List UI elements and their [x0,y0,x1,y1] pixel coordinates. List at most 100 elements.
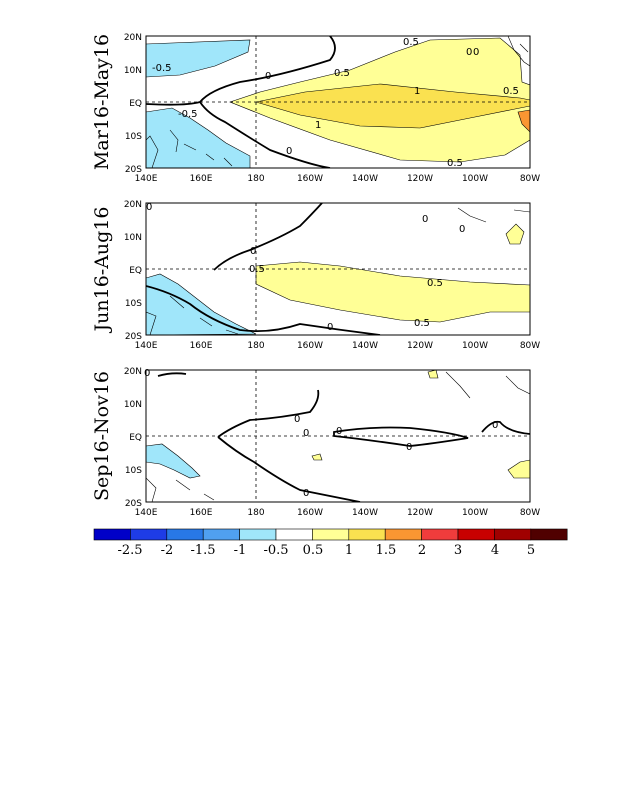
p1-xtick-4: 140W [352,174,378,184]
panel-1-neg-south [146,107,251,168]
colorbar-swatch-2 [166,528,204,541]
p2-label-0: 0 [250,246,256,257]
p3-label-3: 0 [406,442,412,453]
p1-label-5: 0.5 [403,37,419,48]
p1-ytick-2: EQ [129,99,142,109]
panel-1-contour-labels: -0.5 -0.5 0 0 0.5 0.5 0.5 1 1 0 0 0.5 [152,37,519,169]
colorbar-swatch-10 [457,528,495,541]
p1-ytick-1: 10N [124,66,142,76]
panel-2-zero-north [213,203,323,271]
panel-3-zero-ne [481,420,530,435]
p3-xtick-5: 120W [407,508,433,518]
panel-3: 0 0 0 0 0 0 0 Sep16-Nov16 20N 10N EQ 10S… [91,367,540,518]
panel-1-title: Mar16-May16 [91,34,113,170]
panel-3-zero-contour [217,389,320,438]
panel-3-fills [146,370,530,502]
cb-label-7: 1.5 [376,543,397,558]
p2-xtick-4: 140W [352,341,378,351]
p2-xtick-1: 160E [190,341,213,351]
p2-ytick-1: 10N [124,233,142,243]
p2-ytick-3: 10S [125,299,142,309]
p1-label-0: -0.5 [152,63,172,74]
p1-label-3: 0 [286,146,292,157]
p3-xtick-2: 180 [247,508,264,518]
panel-1-zero-contour [146,36,336,106]
p1-xtick-0: 140E [135,174,158,184]
p1-ytick-0: 20N [124,33,142,43]
p2-label-3: 0.5 [249,264,265,275]
p1-label-9: 0 [466,47,472,58]
panel-1-pos-15 [517,109,530,133]
p1-xtick-3: 160W [297,174,323,184]
p1-label-6: 0.5 [447,158,463,169]
panel-2-fills [146,203,530,335]
p2-label-6: 0 [459,224,465,235]
colorbar-swatch-3 [202,528,240,541]
cb-label-1: -2 [161,543,174,558]
panel-3-contour-labels: 0 0 0 0 0 0 0 [144,368,498,499]
p2-xtick-2: 180 [247,341,264,351]
p1-xtick-5: 120W [407,174,433,184]
panel-1-land [146,129,233,168]
panel-2-pos-east [505,223,525,245]
panel-2-pos-05 [255,261,530,323]
panel-1-land-america [507,36,530,67]
p2-label-2: 0 [422,214,428,225]
panel-3-pos-east [507,459,530,479]
cb-label-0: -2.5 [117,543,142,558]
panel-1-fills [146,36,530,168]
p1-label-11: 0.5 [503,86,519,97]
cb-label-3: -1 [234,543,247,558]
colorbar-swatch-12 [530,528,568,541]
panel-2-contour-labels: 0 0 0 0.5 0.5 0.5 0 0 [146,202,465,333]
panel-2-neg-south [146,273,257,335]
colorbar-swatch-5 [275,528,313,541]
p2-label-7: 0 [146,202,152,213]
panel-1-yticks: 20N 10N EQ 10S 20S [124,33,142,175]
p2-xtick-5: 120W [407,341,433,351]
colorbar-labels: -2.5 -2 -1.5 -1 -0.5 0.5 1 1.5 2 3 4 5 [117,543,535,558]
p3-xtick-0: 140E [135,508,158,518]
cb-label-6: 1 [345,543,353,558]
panel-3-xticks: 140E 160E 180 160W 140W 120W 100W 80W [135,508,541,518]
panel-3-yticks: 20N 10N EQ 10S 20S [124,367,142,509]
cb-label-2: -1.5 [190,543,215,558]
p1-xtick-1: 160E [190,174,213,184]
p2-ytick-4: 20S [125,332,142,342]
p3-label-6: 0 [144,368,150,379]
p3-label-5: 0 [492,420,498,431]
p1-label-10: 0 [473,47,479,58]
p1-label-2: 0 [265,71,271,82]
colorbar-swatch-0 [93,528,131,541]
panel-3-pos-small [311,453,323,461]
colorbar [93,528,568,541]
p1-label-4: 0.5 [334,68,350,79]
p2-xtick-0: 140E [135,341,158,351]
p3-xtick-4: 140W [352,508,378,518]
p1-xtick-6: 100W [462,174,488,184]
panel-3-pos-north [427,370,439,379]
panel-2-yticks: 20N 10N EQ 10S 20S [124,200,142,342]
panel-3-zero-nw [157,372,187,377]
p1-label-8: 1 [315,120,321,131]
p2-label-5: 0.5 [414,318,430,329]
panel-2-land [146,207,530,335]
p1-ytick-3: 10S [125,132,142,142]
cb-label-8: 2 [418,543,426,558]
colorbar-swatch-4 [239,528,277,541]
p3-ytick-1: 10N [124,400,142,410]
panel-3-land [146,371,530,502]
p1-label-7: 1 [414,86,420,97]
panel-2-zero-contour [146,285,381,335]
cb-label-5: 0.5 [303,543,324,558]
p2-label-1: 0 [327,322,333,333]
panel-1-neg-north [146,39,251,78]
p3-ytick-2: EQ [129,433,142,443]
p2-xtick-7: 80W [520,341,540,351]
panel-3-neg-south [146,443,201,479]
p3-ytick-0: 20N [124,367,142,377]
panel-1-pos-1 [255,83,530,129]
cb-label-4: -0.5 [263,543,288,558]
p3-label-4: 0 [303,488,309,499]
